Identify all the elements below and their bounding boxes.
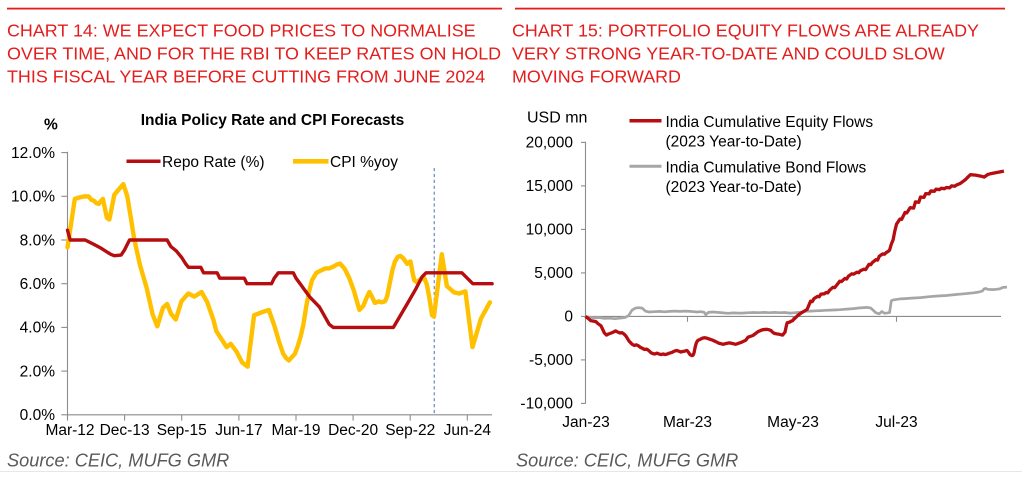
svg-text:0: 0 — [564, 309, 573, 326]
svg-text:OVER TIME, AND FOR THE RBI TO: OVER TIME, AND FOR THE RBI TO KEEP RATES… — [7, 44, 501, 64]
svg-text:VERY STRONG YEAR-TO-DATE AND C: VERY STRONG YEAR-TO-DATE AND COULD SLOW — [512, 44, 945, 64]
svg-text:Jul-23: Jul-23 — [875, 414, 917, 431]
svg-text:12.0%: 12.0% — [11, 145, 55, 162]
svg-text:Jan-23: Jan-23 — [562, 414, 609, 431]
svg-text:THIS FISCAL YEAR BEFORE CUTTIN: THIS FISCAL YEAR BEFORE CUTTING FROM JUN… — [7, 67, 485, 87]
svg-text:-5,000: -5,000 — [529, 352, 573, 369]
svg-text:20,000: 20,000 — [526, 135, 574, 152]
svg-text:India Cumulative Equity Flows: India Cumulative Equity Flows — [666, 114, 874, 131]
svg-text:10,000: 10,000 — [526, 222, 574, 239]
svg-text:Dec-13: Dec-13 — [100, 422, 150, 439]
svg-text:(2023 Year-to-Date): (2023 Year-to-Date) — [666, 179, 802, 196]
svg-text:Jun-17: Jun-17 — [215, 422, 262, 439]
svg-text:Repo Rate (%): Repo Rate (%) — [162, 154, 265, 171]
svg-text:Dec-20: Dec-20 — [328, 422, 378, 439]
svg-text:Mar-12: Mar-12 — [45, 422, 94, 439]
svg-text:Mar-19: Mar-19 — [271, 422, 320, 439]
svg-text:5,000: 5,000 — [534, 265, 573, 282]
svg-text:Mar-23: Mar-23 — [663, 414, 712, 431]
svg-text:0.0%: 0.0% — [20, 407, 56, 424]
svg-text:-10,000: -10,000 — [520, 396, 573, 413]
svg-text:Source: CEIC, MUFG GMR: Source: CEIC, MUFG GMR — [516, 450, 738, 470]
svg-text:%: % — [44, 116, 58, 133]
svg-text:8.0%: 8.0% — [20, 232, 56, 249]
svg-text:2.0%: 2.0% — [20, 363, 56, 380]
svg-text:Sep-15: Sep-15 — [157, 422, 207, 439]
svg-text:USD mn: USD mn — [527, 110, 587, 127]
svg-text:MOVING FORWARD: MOVING FORWARD — [512, 67, 681, 87]
svg-text:CPI %yoy: CPI %yoy — [330, 154, 398, 171]
svg-text:Source: CEIC, MUFG GMR: Source: CEIC, MUFG GMR — [7, 450, 229, 470]
svg-text:6.0%: 6.0% — [20, 276, 56, 293]
svg-text:15,000: 15,000 — [526, 178, 574, 195]
svg-text:India Policy Rate and CPI Fore: India Policy Rate and CPI Forecasts — [141, 112, 405, 129]
svg-text:CHART 14: WE EXPECT FOOD PRICE: CHART 14: WE EXPECT FOOD PRICES TO NORMA… — [7, 21, 476, 41]
svg-text:(2023 Year-to-Date): (2023 Year-to-Date) — [666, 134, 802, 151]
svg-text:CHART 15: PORTFOLIO EQUITY FLO: CHART 15: PORTFOLIO EQUITY FLOWS ARE ALR… — [512, 21, 979, 41]
svg-text:Jun-24: Jun-24 — [444, 422, 492, 439]
svg-text:4.0%: 4.0% — [20, 320, 56, 337]
svg-text:India Cumulative Bond Flows: India Cumulative Bond Flows — [666, 160, 867, 177]
svg-text:10.0%: 10.0% — [11, 189, 55, 206]
svg-text:May-23: May-23 — [767, 414, 819, 431]
svg-text:Sep-22: Sep-22 — [385, 422, 435, 439]
